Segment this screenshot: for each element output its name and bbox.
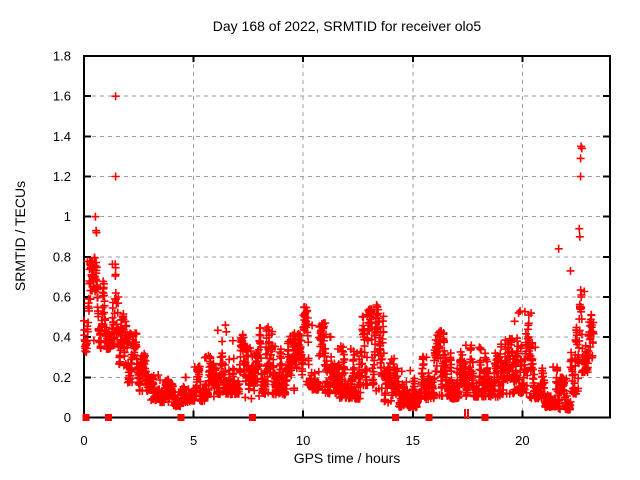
y-tick-label: 1.6: [53, 89, 71, 104]
x-axis-label: GPS time / hours: [293, 450, 401, 466]
y-tick-label: 1.2: [53, 169, 71, 184]
x-tick-label: 10: [296, 433, 310, 448]
x-tick-label: 20: [515, 433, 529, 448]
y-tick-label: 0.4: [53, 330, 71, 345]
x-tick-label: 0: [80, 433, 87, 448]
plot-border: [83, 55, 611, 419]
y-tick-label: 1.4: [53, 129, 71, 144]
y-tick-label: 1.8: [53, 49, 71, 64]
scatter-points: [80, 92, 598, 414]
y-tick-label: 0.6: [53, 290, 71, 305]
y-tick-label: 1: [64, 209, 71, 224]
x-tick-label: 15: [406, 433, 420, 448]
chart-title: Day 168 of 2022, SRMTID for receiver olo…: [212, 18, 482, 34]
y-tick-label: 0.2: [53, 370, 71, 385]
zero-markers: [82, 409, 489, 421]
tick-labels: 0 5 10 15 20 0 0.2 0.4 0.6 0.8 1 1.2 1.4 1.6 1.8: [53, 49, 530, 449]
y-tick-label: 0.8: [53, 249, 71, 264]
x-tick-label: 5: [190, 433, 197, 448]
y-tick-label: 0: [64, 410, 71, 425]
